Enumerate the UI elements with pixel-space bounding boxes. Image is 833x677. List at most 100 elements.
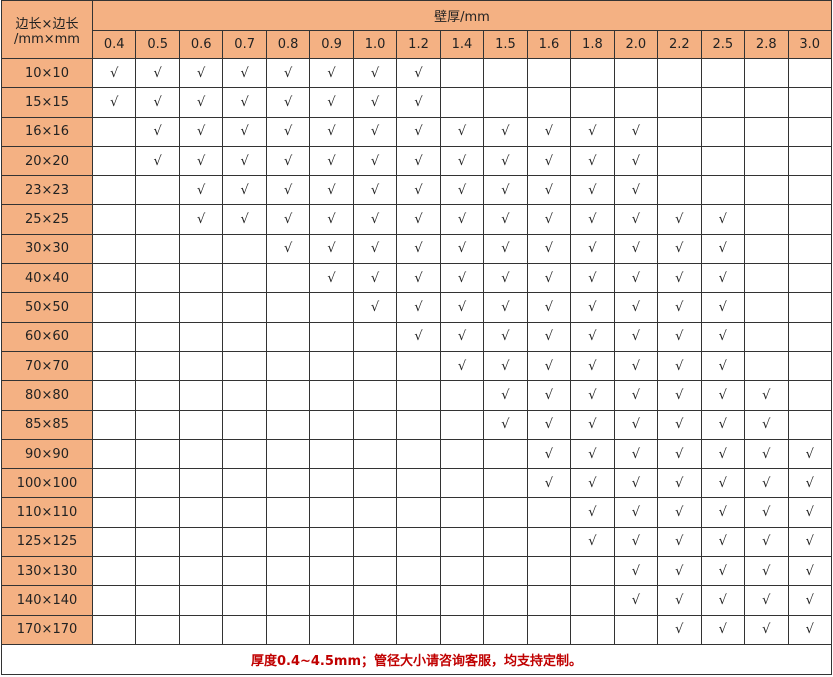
empty-cell [396,497,441,528]
check-mark-cell: √ [744,409,789,440]
empty-cell [787,87,832,118]
check-mark-cell: √ [526,350,572,382]
empty-cell [135,380,180,411]
empty-cell [135,350,180,382]
empty-cell [91,468,137,499]
check-mark-cell: √ [744,468,789,499]
check-mark-cell: √ [91,87,137,118]
empty-cell [352,526,398,558]
check-mark-cell: √ [526,145,572,177]
check-mark-cell: √ [570,380,615,411]
empty-cell [178,380,224,411]
check-mark-cell: √ [352,292,398,323]
size-cell: 30×30 [1,233,93,265]
empty-cell [352,409,398,440]
check-mark-cell: √ [439,116,485,147]
check-mark-cell: √ [483,380,528,411]
check-mark-cell: √ [483,204,528,235]
table-row: 25×25 √ √ √ √ √ √ √ √ √ √ √ √ √ [1,204,832,235]
empty-cell [396,468,441,499]
check-mark-cell: √ [265,57,311,89]
wall-thickness-header: 壁厚/mm [92,0,832,31]
check-mark-cell: √ [700,321,746,352]
check-mark-cell: √ [526,233,572,265]
check-mark-cell: √ [178,204,224,235]
empty-cell [787,292,832,323]
check-mark-cell: √ [613,145,659,177]
empty-cell [309,526,354,558]
check-mark-cell: √ [178,116,224,147]
empty-cell [744,116,789,147]
empty-cell [309,497,354,528]
check-mark-cell: √ [657,380,702,411]
check-mark-cell: √ [700,233,746,265]
empty-cell [222,438,267,470]
empty-cell [309,556,354,587]
empty-cell [787,380,832,411]
empty-cell [483,614,528,645]
empty-cell [483,468,528,499]
check-mark-cell: √ [570,321,615,352]
check-mark-cell: √ [700,263,746,294]
check-mark-cell: √ [657,350,702,382]
check-mark-cell: √ [787,526,832,558]
check-mark-cell: √ [657,614,702,645]
empty-cell [700,87,746,118]
empty-cell [439,468,485,499]
empty-cell [657,57,702,89]
empty-cell [265,556,311,587]
check-mark-cell: √ [787,614,832,645]
size-cell: 130×130 [1,556,93,587]
empty-cell [439,526,485,558]
check-mark-cell: √ [570,204,615,235]
empty-cell [396,556,441,587]
empty-cell [91,321,137,352]
empty-cell [91,526,137,558]
check-mark-cell: √ [657,409,702,440]
check-mark-cell: √ [700,585,746,616]
empty-cell [352,614,398,645]
empty-cell [222,321,267,352]
empty-cell [744,145,789,177]
empty-cell [135,321,180,352]
check-mark-cell: √ [744,585,789,616]
corner-header: 边长×边长 /mm×mm [1,0,93,59]
table-row: 100×100 √ √ √ √ √ √ √ [1,468,832,499]
header-row-thicknesses: 0.4 0.5 0.6 0.7 0.8 0.9 1.0 1.2 1.4 1.5 1.6 1.8 2.0 2… [2,30,832,59]
check-mark-cell: √ [135,116,180,147]
check-mark-cell: √ [526,204,572,235]
empty-cell [396,614,441,645]
size-cell: 15×15 [1,87,93,118]
empty-cell [222,233,267,265]
empty-cell [91,292,137,323]
empty-cell [570,556,615,587]
empty-cell [787,233,832,265]
empty-cell [178,468,224,499]
check-mark-cell: √ [700,614,746,645]
check-mark-cell: √ [178,57,224,89]
check-mark-cell: √ [483,233,528,265]
table-row: 15×15 √ √ √ √ √ √ √ √ [1,87,832,118]
empty-cell [135,438,180,470]
empty-cell [439,497,485,528]
empty-cell [265,585,311,616]
empty-cell [309,380,354,411]
empty-cell [439,614,485,645]
empty-cell [135,233,180,265]
empty-cell [526,585,572,616]
check-mark-cell: √ [526,468,572,499]
check-mark-cell: √ [700,497,746,528]
check-mark-cell: √ [396,233,441,265]
table-row: 20×20 √ √ √ √ √ √ √ √ √ √ √ √ [1,145,832,177]
thickness-header: 1.0 [352,30,398,59]
check-mark-cell: √ [439,350,485,382]
check-mark-cell: √ [439,263,485,294]
empty-cell [222,380,267,411]
check-mark-cell: √ [396,57,441,89]
size-cell: 140×140 [1,585,93,616]
table-row: 85×85 √ √ √ √ √ √ √ [1,409,832,440]
empty-cell [570,614,615,645]
check-mark-cell: √ [787,468,832,499]
check-mark-cell: √ [657,263,702,294]
check-mark-cell: √ [744,438,789,470]
